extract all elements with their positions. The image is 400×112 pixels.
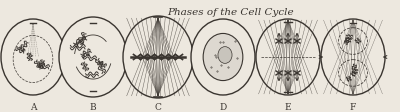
- Ellipse shape: [256, 20, 320, 95]
- Ellipse shape: [59, 18, 127, 97]
- Text: A: A: [30, 102, 36, 111]
- Text: Phases of the Cell Cycle: Phases of the Cell Cycle: [167, 8, 293, 17]
- Text: E: E: [285, 102, 291, 111]
- Text: D: D: [219, 102, 227, 111]
- Ellipse shape: [1, 20, 65, 95]
- Ellipse shape: [321, 20, 385, 95]
- Ellipse shape: [123, 17, 193, 98]
- Text: F: F: [350, 102, 356, 111]
- Ellipse shape: [191, 20, 255, 95]
- Text: B: B: [90, 102, 96, 111]
- Ellipse shape: [218, 47, 232, 64]
- Text: C: C: [154, 102, 162, 111]
- Ellipse shape: [203, 34, 243, 81]
